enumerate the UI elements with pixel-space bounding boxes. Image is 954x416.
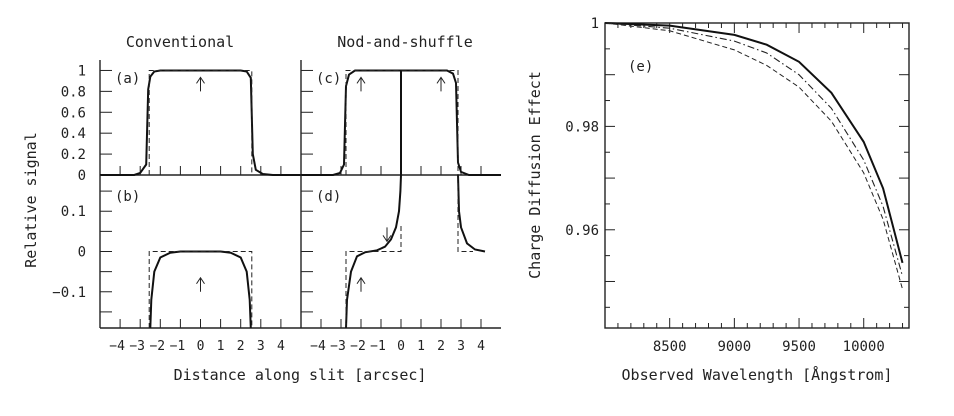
series-b-ideal — [148, 251, 253, 328]
x-axis-label-distance: Distance along slit [arcsec] — [174, 366, 427, 384]
x-tick-label: 4 — [277, 339, 285, 354]
y-tick-label: 1 — [78, 63, 86, 79]
y-tick-label: 0.98 — [565, 119, 599, 135]
arrow-down-icon — [382, 227, 392, 243]
series-d-ideal-left — [345, 223, 402, 328]
x-tick-label: 4 — [477, 339, 485, 354]
y-tick-label: 0.8 — [61, 84, 86, 100]
x-tick-label: 9500 — [782, 339, 816, 355]
arrow-up-icon — [436, 76, 446, 92]
series-e-dash-dot — [604, 22, 904, 277]
y-tick-label: 0.6 — [61, 105, 86, 121]
series-d-ideal-right — [457, 175, 473, 252]
x-tick-label: 8500 — [653, 339, 687, 355]
y-tick-label: 0.96 — [565, 223, 599, 239]
y-tick-label: −0.1 — [52, 285, 86, 301]
series-b-residual — [149, 250, 252, 329]
y-tick-label: 0 — [78, 168, 86, 184]
x-tick-label: 0 — [397, 339, 405, 354]
y-tick-label: 0.2 — [61, 147, 86, 163]
arrow-up-icon — [356, 76, 366, 92]
panel-label-d: (d) — [316, 189, 341, 205]
x-tick-label: −1 — [170, 339, 186, 354]
y-tick-label: 0.4 — [61, 126, 86, 142]
x-tick-label: 3 — [457, 339, 465, 354]
y-tick-label: 0.1 — [61, 204, 86, 220]
y-tick-label: 1 — [591, 16, 599, 32]
x-tick-label: 3 — [257, 339, 265, 354]
x-tick-label: −2 — [350, 339, 366, 354]
series-a-ideal — [148, 70, 253, 175]
x-tick-label: −4 — [109, 339, 125, 354]
y-tick-label: 0 — [78, 245, 86, 261]
y-axis-label-relative-signal: Relative signal — [22, 132, 40, 267]
x-tick-label: 1 — [417, 339, 425, 354]
x-tick-label: 0 — [197, 339, 205, 354]
x-tick-label: −3 — [129, 339, 145, 354]
x-axis-label-wavelength: Observed Wavelength [Ångstrom] — [622, 365, 893, 384]
plot-frame-e — [604, 22, 910, 329]
y-axis-label-charge-diffusion: Charge Diffusion Effect — [526, 71, 544, 279]
x-tick-label: −3 — [330, 339, 346, 354]
x-tick-label: −2 — [149, 339, 165, 354]
panel-label-e: (e) — [628, 59, 653, 75]
x-tick-label: −4 — [310, 339, 326, 354]
x-tick-label: 2 — [237, 339, 245, 354]
series-d-residual-right — [457, 174, 486, 253]
x-tick-label: −1 — [370, 339, 386, 354]
arrow-up-icon — [356, 276, 366, 292]
panel-label-b: (b) — [115, 189, 140, 205]
series-e-solid — [604, 22, 904, 264]
column-title-nod-and-shuffle: Nod-and-shuffle — [337, 33, 472, 51]
series-e-dashed — [604, 22, 903, 290]
x-tick-label: 1 — [217, 339, 225, 354]
column-title-conventional: Conventional — [126, 33, 234, 51]
x-tick-label: 9000 — [718, 339, 752, 355]
series-c-ideal — [345, 70, 459, 175]
x-tick-label: 10000 — [843, 339, 885, 355]
panel-label-c: (c) — [316, 71, 341, 87]
series-d-residual-left — [345, 174, 402, 329]
arrow-up-icon — [196, 76, 205, 92]
arrow-up-icon — [196, 276, 205, 292]
x-tick-label: 2 — [437, 339, 445, 354]
panel-label-a: (a) — [115, 71, 140, 87]
